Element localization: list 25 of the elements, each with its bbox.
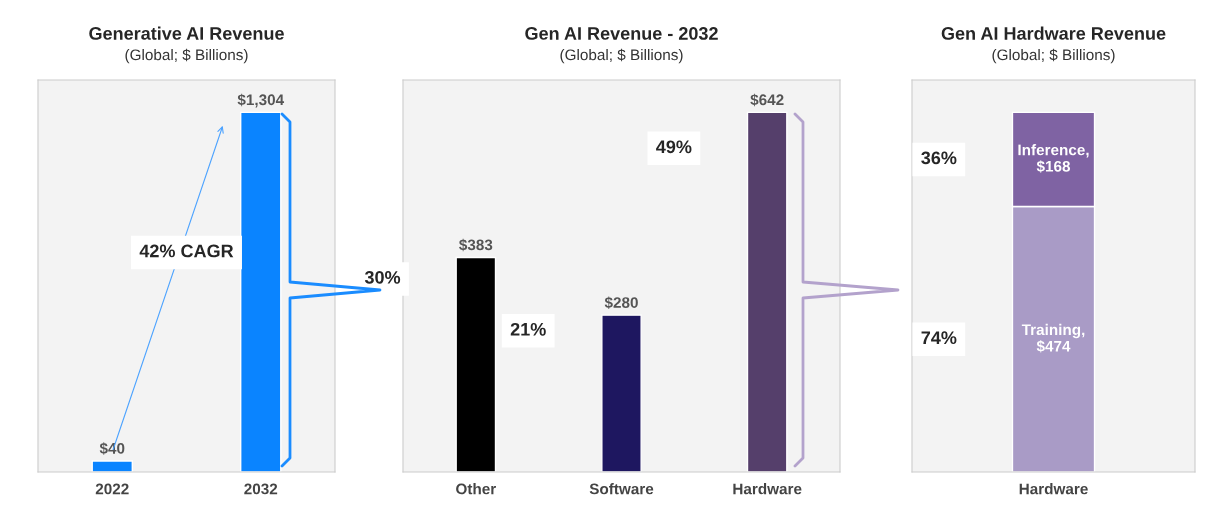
annotation: 49% xyxy=(656,140,692,154)
data-label: $1,304 xyxy=(237,93,285,108)
data-label: Training, $474 xyxy=(1021,323,1085,353)
chart-subtitle: (Global; $ Billions) xyxy=(992,48,1115,64)
data-label: $383 xyxy=(459,238,493,252)
text: 36% xyxy=(921,151,957,165)
chart-title: Gen AI Revenue - 2032 xyxy=(525,27,718,40)
chart-subtitle: (Global; $ Billions) xyxy=(560,48,683,64)
data-label: Inference, $168 xyxy=(1018,144,1089,173)
x-tick-label: 2022 xyxy=(95,483,129,495)
x-tick-label: Hardware xyxy=(733,483,802,495)
annotation: 21% xyxy=(510,322,546,336)
text: 74% xyxy=(921,331,957,345)
x-tick-label: 2032 xyxy=(244,483,278,495)
text: 30% xyxy=(364,270,401,284)
x-tick-label: Other xyxy=(456,483,496,495)
data-label: $40 xyxy=(99,442,125,455)
x-tick-label: Software xyxy=(589,483,654,495)
annotation: 42% CAGR xyxy=(139,244,234,258)
chart-title: Generative AI Revenue xyxy=(89,26,284,40)
chart-subtitle: (Global; $ Billions) xyxy=(125,48,248,64)
data-label: $642 xyxy=(750,93,784,107)
chart-title: Gen AI Hardware Revenue xyxy=(941,26,1166,40)
data-label: $280 xyxy=(604,296,638,309)
x-tick-label: Hardware xyxy=(1019,483,1088,495)
